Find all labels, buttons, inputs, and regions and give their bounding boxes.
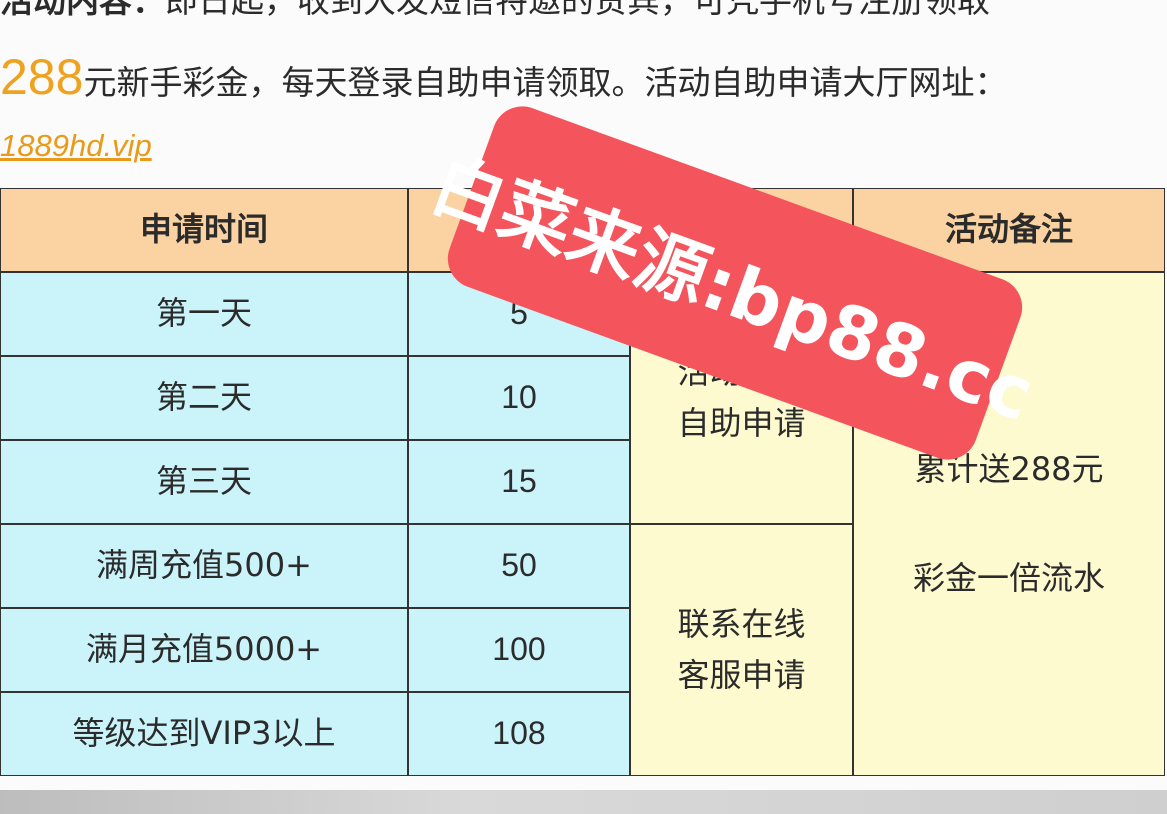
intro-line: 288元新手彩金，每天登录自助申请领取。活动自助申请大厅网址： [0, 48, 1007, 106]
amount-cell: 100 [408, 608, 630, 692]
amount-text: 15 [501, 463, 537, 500]
time-text: 等级达到VIP3以上 [72, 714, 336, 753]
intro-line: 活动内容：即日起，收到大发短信特邀的贵宾，可凭手机号注册领取 [0, 0, 990, 22]
time-text: 满周充值500+ [96, 546, 312, 585]
header-text: 活动备注 [944, 210, 1073, 249]
header-text: 申请时间 [139, 210, 268, 249]
bonus-amount: 288 [0, 49, 84, 105]
amount-cell: 10 [408, 356, 630, 440]
method-text: 自助申请 [677, 404, 806, 442]
header-cell: 申请时间 [0, 188, 408, 272]
amount-cell: 50 [408, 524, 630, 608]
method-text: 客服申请 [677, 656, 806, 694]
time-cell: 满月充值5000+ [0, 608, 408, 692]
amount-text: 100 [492, 631, 546, 668]
time-cell: 第一天 [0, 272, 408, 356]
note-text: 彩金一倍流水 [912, 559, 1105, 597]
method-cell: 联系在线 客服申请 [630, 524, 853, 776]
hall-link[interactable]: 1889hd.vip [0, 128, 152, 163]
intro-text: 即日起，收到大发短信特邀的贵宾，可凭手机号注册领取 [165, 0, 990, 20]
time-text: 第三天 [155, 462, 252, 501]
header-cell: 活动备注 [853, 188, 1165, 272]
amount-text: 50 [501, 547, 537, 584]
time-cell: 等级达到VIP3以上 [0, 692, 408, 776]
time-cell: 第二天 [0, 356, 408, 440]
footer-strip [0, 790, 1167, 814]
intro-label: 活动内容： [0, 0, 165, 20]
amount-cell: 108 [408, 692, 630, 776]
method-text: 联系在线 [677, 604, 806, 643]
time-text: 第二天 [155, 378, 252, 417]
time-text: 满月充值5000+ [85, 630, 323, 669]
amount-text: 108 [492, 715, 546, 752]
amount-text: 10 [501, 379, 537, 416]
amount-cell: 15 [408, 440, 630, 524]
intro-text: 元新手彩金，每天登录自助申请领取。活动自助申请大厅网址： [83, 63, 1008, 102]
time-text: 第一天 [155, 294, 252, 333]
time-cell: 满周充值500+ [0, 524, 408, 608]
time-cell: 第三天 [0, 440, 408, 524]
